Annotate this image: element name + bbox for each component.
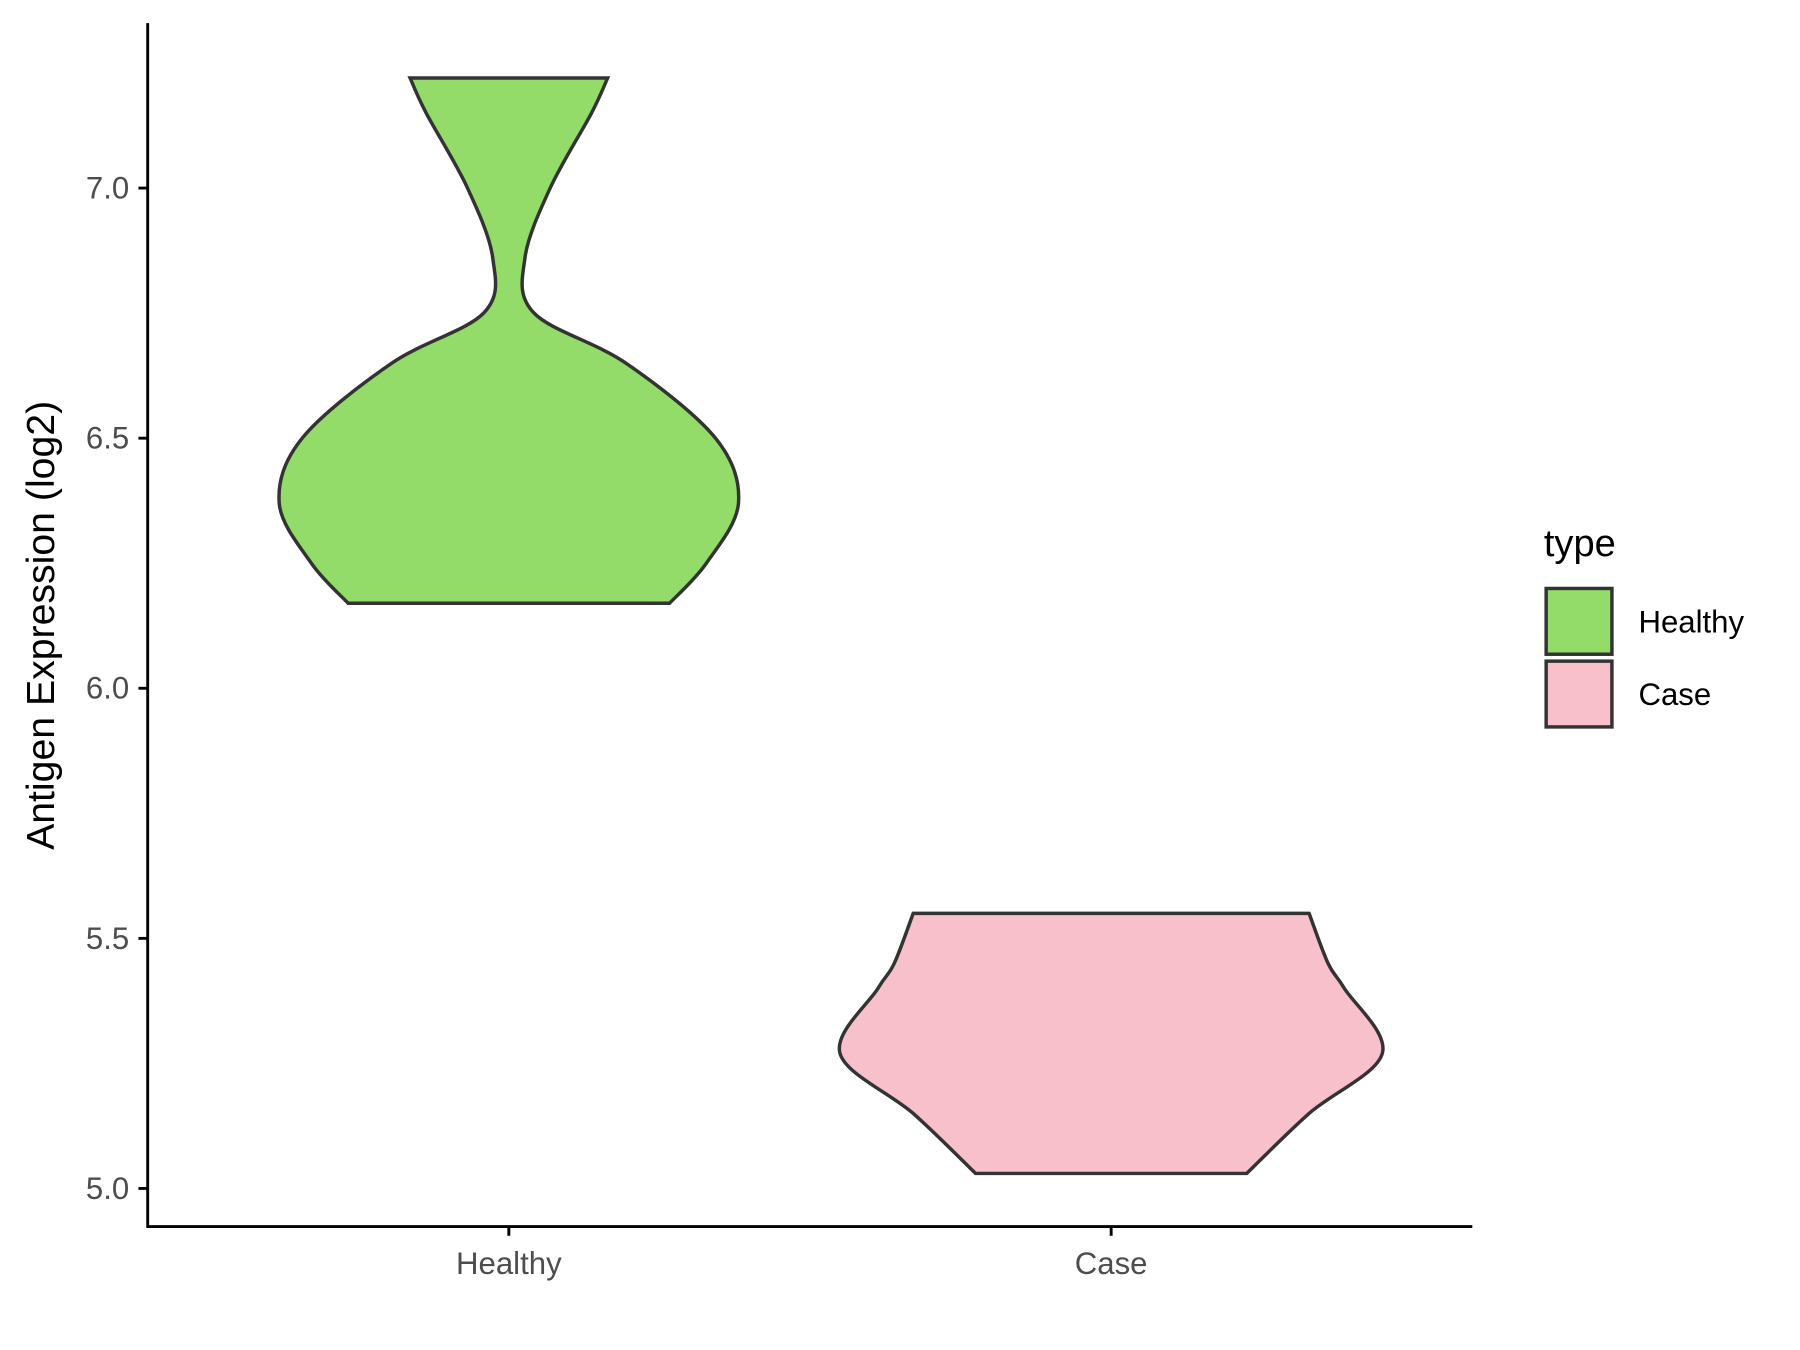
y-tick-label: 6.0: [86, 671, 129, 706]
y-axis-label: Antigen Expression (log2): [19, 401, 63, 850]
y-tick-label: 5.5: [86, 921, 129, 956]
legend-label: Healthy: [1638, 604, 1744, 639]
legend-swatch-case: [1544, 659, 1614, 729]
legend: type Healthy Case: [1544, 523, 1744, 729]
x-tick-label: Case: [1075, 1246, 1148, 1281]
y-tick-label: 5.0: [86, 1171, 129, 1206]
violins: [277, 76, 1385, 1176]
y-tick-label: 6.5: [86, 421, 129, 456]
violin-case: [837, 911, 1385, 1176]
legend-label: Case: [1638, 677, 1711, 712]
legend-title: type: [1544, 523, 1616, 565]
legend-swatch-healthy: [1544, 586, 1614, 656]
y-tick-label: 7.0: [86, 170, 129, 205]
violin-healthy: [277, 76, 741, 605]
x-tick-label: Healthy: [456, 1246, 562, 1281]
